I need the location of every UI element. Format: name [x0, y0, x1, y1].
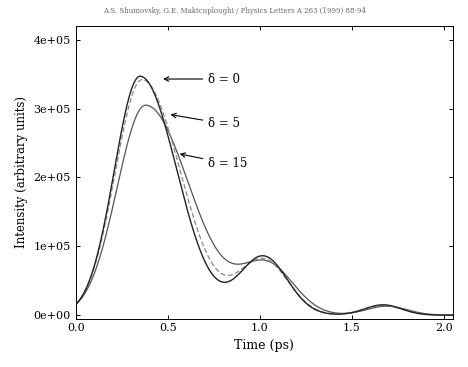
Text: δ = 15: δ = 15 [181, 153, 248, 170]
Text: δ = 5: δ = 5 [172, 113, 240, 130]
X-axis label: Time (ps): Time (ps) [234, 339, 294, 352]
Y-axis label: Intensity (arbitrary units): Intensity (arbitrary units) [15, 96, 28, 248]
Text: δ = 0: δ = 0 [164, 73, 240, 86]
Text: A.S. Shumovsky, G.E. Maktcuploughi / Physics Letters A 263 (1999) 88-94: A.S. Shumovsky, G.E. Maktcuploughi / Phy… [102, 7, 366, 15]
